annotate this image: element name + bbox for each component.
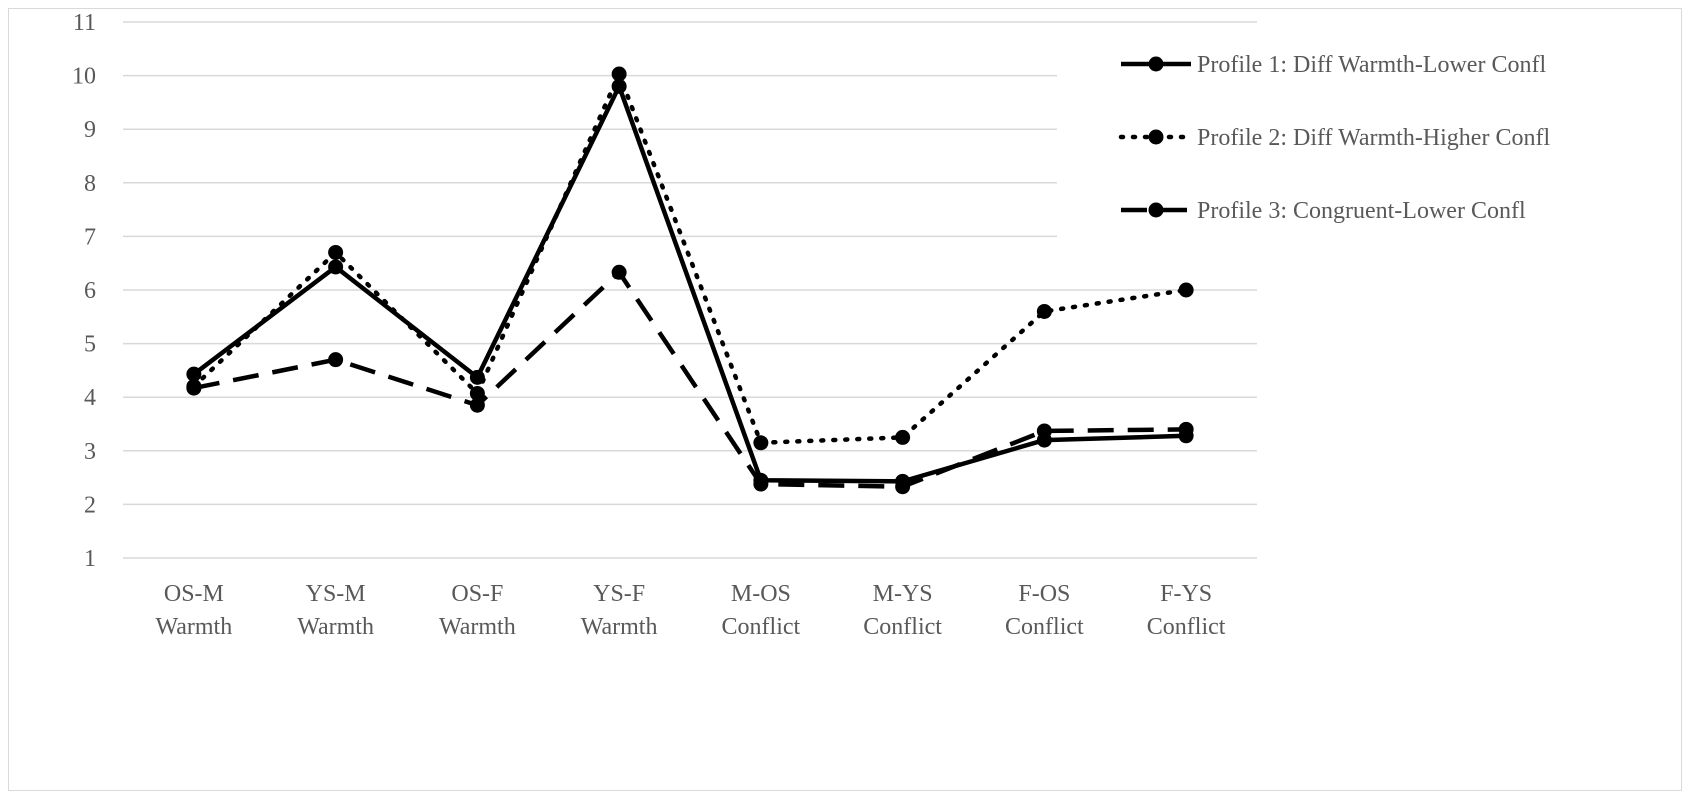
x-tick-label: M-YS [873, 581, 933, 607]
series-line [193, 270, 1187, 489]
legend-marker [1148, 202, 1164, 218]
legend-entry-2: Profile 2: Diff Warmth-Higher Confl [1118, 125, 1550, 151]
x-tick-label: F-OS [1018, 581, 1070, 607]
x-tick-label: M-OS [731, 581, 791, 607]
data-point [469, 397, 485, 413]
series-2 [186, 66, 1194, 451]
x-tick-label: F-YS [1160, 581, 1212, 607]
legend-label: Profile 3: Congruent-Lower Confl [1197, 198, 1526, 224]
legend-marker [1148, 56, 1164, 72]
chart-frame [8, 8, 1682, 791]
legend-entry-3: Profile 3: Congruent-Lower Confl [1121, 198, 1526, 224]
data-point [328, 352, 344, 368]
x-tick-label: OS-M [164, 581, 224, 607]
y-tick-label: 9 [84, 117, 96, 143]
x-tick-label: Warmth [297, 614, 374, 640]
data-point [611, 66, 627, 82]
y-tick-label: 2 [84, 492, 96, 518]
data-point [1036, 303, 1052, 319]
x-tick-label: Conflict [722, 614, 801, 640]
legend-marker [1148, 129, 1164, 145]
legend-entry-1: Profile 1: Diff Warmth-Lower Confl [1121, 52, 1546, 78]
x-tick-label: YS-F [593, 581, 645, 607]
y-tick-label: 4 [84, 385, 96, 411]
y-tick-label: 8 [84, 171, 96, 197]
legend: Profile 1: Diff Warmth-Lower Confl Profil… [1118, 52, 1550, 224]
series-line [192, 84, 1187, 484]
y-tick-label: 1 [84, 546, 96, 572]
data-point [1178, 421, 1194, 437]
y-tick-label: 7 [84, 224, 96, 250]
x-tick-label: Conflict [1005, 614, 1084, 640]
x-tick-label: Warmth [156, 614, 233, 640]
data-point [753, 435, 769, 451]
data-point [895, 479, 911, 495]
y-axis-tick-labels: 1 2 3 4 5 6 7 8 9 10 11 [72, 10, 96, 572]
y-tick-label: 3 [84, 439, 96, 465]
x-tick-label: YS-M [306, 581, 366, 607]
y-tick-label: 6 [84, 278, 96, 304]
x-tick-label: Conflict [863, 614, 942, 640]
y-tick-label: 11 [73, 10, 96, 36]
gridlines [123, 21, 1257, 559]
x-axis-tick-labels: OS-M Warmth YS-M Warmth OS-F Warmth YS-F Warmth… [156, 581, 1226, 640]
data-point [469, 385, 485, 401]
series-3 [186, 264, 1194, 495]
data-point [186, 380, 202, 396]
data-point [611, 264, 627, 280]
x-tick-label: Warmth [439, 614, 516, 640]
x-tick-label: Conflict [1147, 614, 1226, 640]
data-point [186, 366, 202, 382]
data-point [1036, 423, 1052, 439]
series-line [191, 71, 1189, 446]
legend-label: Profile 2: Diff Warmth-Higher Confl [1197, 125, 1550, 151]
data-point [895, 429, 911, 445]
y-tick-label: 5 [84, 332, 96, 358]
x-tick-label: OS-F [451, 581, 503, 607]
x-tick-label: Warmth [581, 614, 658, 640]
data-point [753, 476, 769, 492]
y-tick-label: 10 [72, 64, 96, 90]
data-point [1178, 282, 1194, 298]
data-point [328, 244, 344, 260]
series-lines [186, 66, 1194, 495]
data-point [328, 259, 344, 275]
legend-label: Profile 1: Diff Warmth-Lower Confl [1197, 52, 1546, 78]
